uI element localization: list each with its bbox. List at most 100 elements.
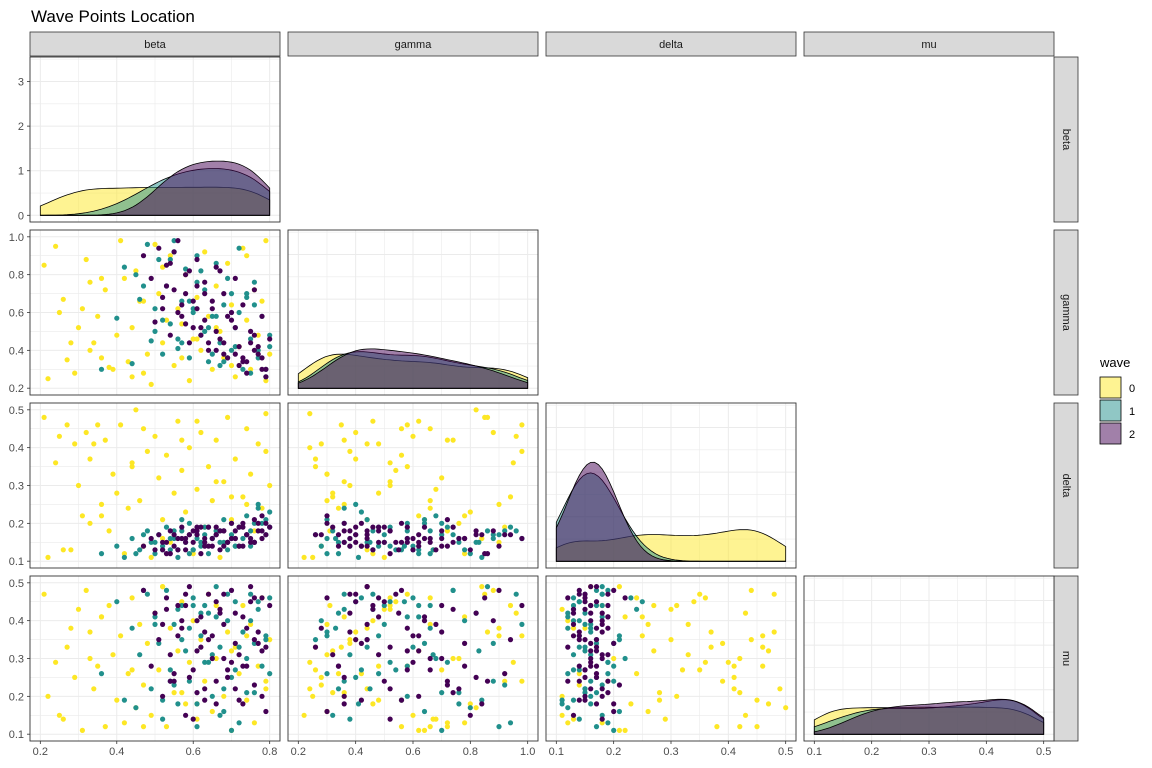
point-wave-0 xyxy=(645,621,651,628)
point-wave-0 xyxy=(236,671,242,677)
density-wave-2-beta xyxy=(40,160,271,216)
panel-border-gamma-gamma xyxy=(287,229,539,396)
point-wave-0 xyxy=(95,422,101,428)
point-wave-1 xyxy=(228,347,235,353)
density-wave-2-gamma xyxy=(297,348,529,389)
point-wave-2 xyxy=(588,640,594,647)
point-wave-0 xyxy=(118,238,124,244)
point-wave-1 xyxy=(335,539,342,545)
x-tick-label-mu: 0.3 xyxy=(921,746,936,758)
point-wave-2 xyxy=(599,716,605,722)
point-wave-0 xyxy=(179,690,185,696)
point-wave-0 xyxy=(651,602,657,609)
point-wave-2 xyxy=(473,532,479,538)
point-wave-0 xyxy=(697,667,703,673)
point-wave-1 xyxy=(133,705,139,711)
point-wave-2 xyxy=(248,599,254,605)
point-wave-1 xyxy=(312,637,319,643)
point-wave-0 xyxy=(225,414,231,420)
point-wave-2 xyxy=(381,539,387,545)
point-wave-1 xyxy=(221,539,227,545)
y-tick-label-gamma: 0.2 xyxy=(9,383,24,395)
point-wave-1 xyxy=(462,547,468,553)
point-wave-1 xyxy=(387,543,393,549)
point-wave-0 xyxy=(507,494,514,500)
point-wave-1 xyxy=(381,602,387,609)
point-wave-0 xyxy=(186,659,192,665)
point-wave-2 xyxy=(496,587,502,594)
point-wave-1 xyxy=(156,256,162,263)
point-wave-1 xyxy=(198,610,204,616)
point-wave-1 xyxy=(519,621,525,628)
point-wave-1 xyxy=(387,599,393,605)
point-wave-1 xyxy=(467,551,473,557)
point-wave-2 xyxy=(167,678,173,684)
point-wave-1 xyxy=(582,621,588,628)
point-wave-1 xyxy=(605,720,611,726)
point-wave-1 xyxy=(186,625,192,631)
point-wave-1 xyxy=(427,602,433,609)
point-wave-1 xyxy=(171,621,177,628)
point-wave-1 xyxy=(324,629,330,635)
point-wave-0 xyxy=(433,716,439,722)
point-wave-1 xyxy=(479,697,485,703)
point-wave-2 xyxy=(335,532,342,538)
point-wave-2 xyxy=(353,591,359,597)
point-wave-2 xyxy=(611,640,617,647)
panel-delta-beta xyxy=(41,407,273,561)
point-wave-2 xyxy=(335,663,342,669)
point-wave-0 xyxy=(160,340,166,346)
y-tick-label-density: 3 xyxy=(18,77,24,89)
point-wave-1 xyxy=(267,509,273,515)
point-wave-0 xyxy=(255,441,261,447)
point-wave-1 xyxy=(213,528,219,534)
point-wave-2 xyxy=(171,249,177,255)
point-wave-1 xyxy=(205,551,212,557)
strip-col-label-gamma: gamma xyxy=(395,39,433,51)
point-wave-1 xyxy=(570,618,577,624)
point-wave-2 xyxy=(370,524,376,530)
point-wave-0 xyxy=(248,471,254,477)
point-wave-0 xyxy=(341,614,347,620)
point-wave-2 xyxy=(152,547,158,553)
point-wave-2 xyxy=(605,591,611,597)
point-wave-2 xyxy=(605,690,611,696)
point-wave-2 xyxy=(213,532,219,538)
point-wave-0 xyxy=(255,332,261,338)
point-wave-1 xyxy=(616,708,623,715)
point-wave-0 xyxy=(312,667,319,673)
point-wave-2 xyxy=(353,524,359,530)
point-wave-1 xyxy=(167,535,173,542)
point-wave-1 xyxy=(225,618,231,624)
point-wave-0 xyxy=(64,422,70,428)
point-wave-1 xyxy=(376,671,382,677)
point-wave-0 xyxy=(416,727,422,734)
point-wave-0 xyxy=(163,452,170,458)
point-wave-2 xyxy=(217,606,223,612)
point-wave-1 xyxy=(588,678,594,684)
point-wave-0 xyxy=(634,595,640,601)
point-wave-1 xyxy=(190,595,196,601)
point-wave-2 xyxy=(183,602,189,609)
point-wave-2 xyxy=(519,602,525,609)
point-wave-2 xyxy=(353,539,359,545)
point-wave-1 xyxy=(599,614,605,620)
point-wave-2 xyxy=(167,652,173,658)
point-wave-0 xyxy=(102,287,108,293)
point-wave-1 xyxy=(205,359,212,365)
point-wave-2 xyxy=(217,528,223,534)
point-wave-0 xyxy=(479,535,485,542)
point-wave-0 xyxy=(133,268,139,274)
point-wave-0 xyxy=(267,482,273,489)
point-wave-2 xyxy=(194,306,200,312)
point-wave-0 xyxy=(110,471,116,477)
point-wave-0 xyxy=(95,663,101,669)
point-wave-2 xyxy=(228,659,235,665)
point-wave-1 xyxy=(416,551,422,557)
point-wave-2 xyxy=(404,667,410,673)
point-wave-1 xyxy=(202,602,208,609)
point-wave-2 xyxy=(175,535,181,542)
point-wave-0 xyxy=(668,606,674,612)
point-wave-1 xyxy=(330,712,336,718)
point-wave-1 xyxy=(225,591,231,597)
